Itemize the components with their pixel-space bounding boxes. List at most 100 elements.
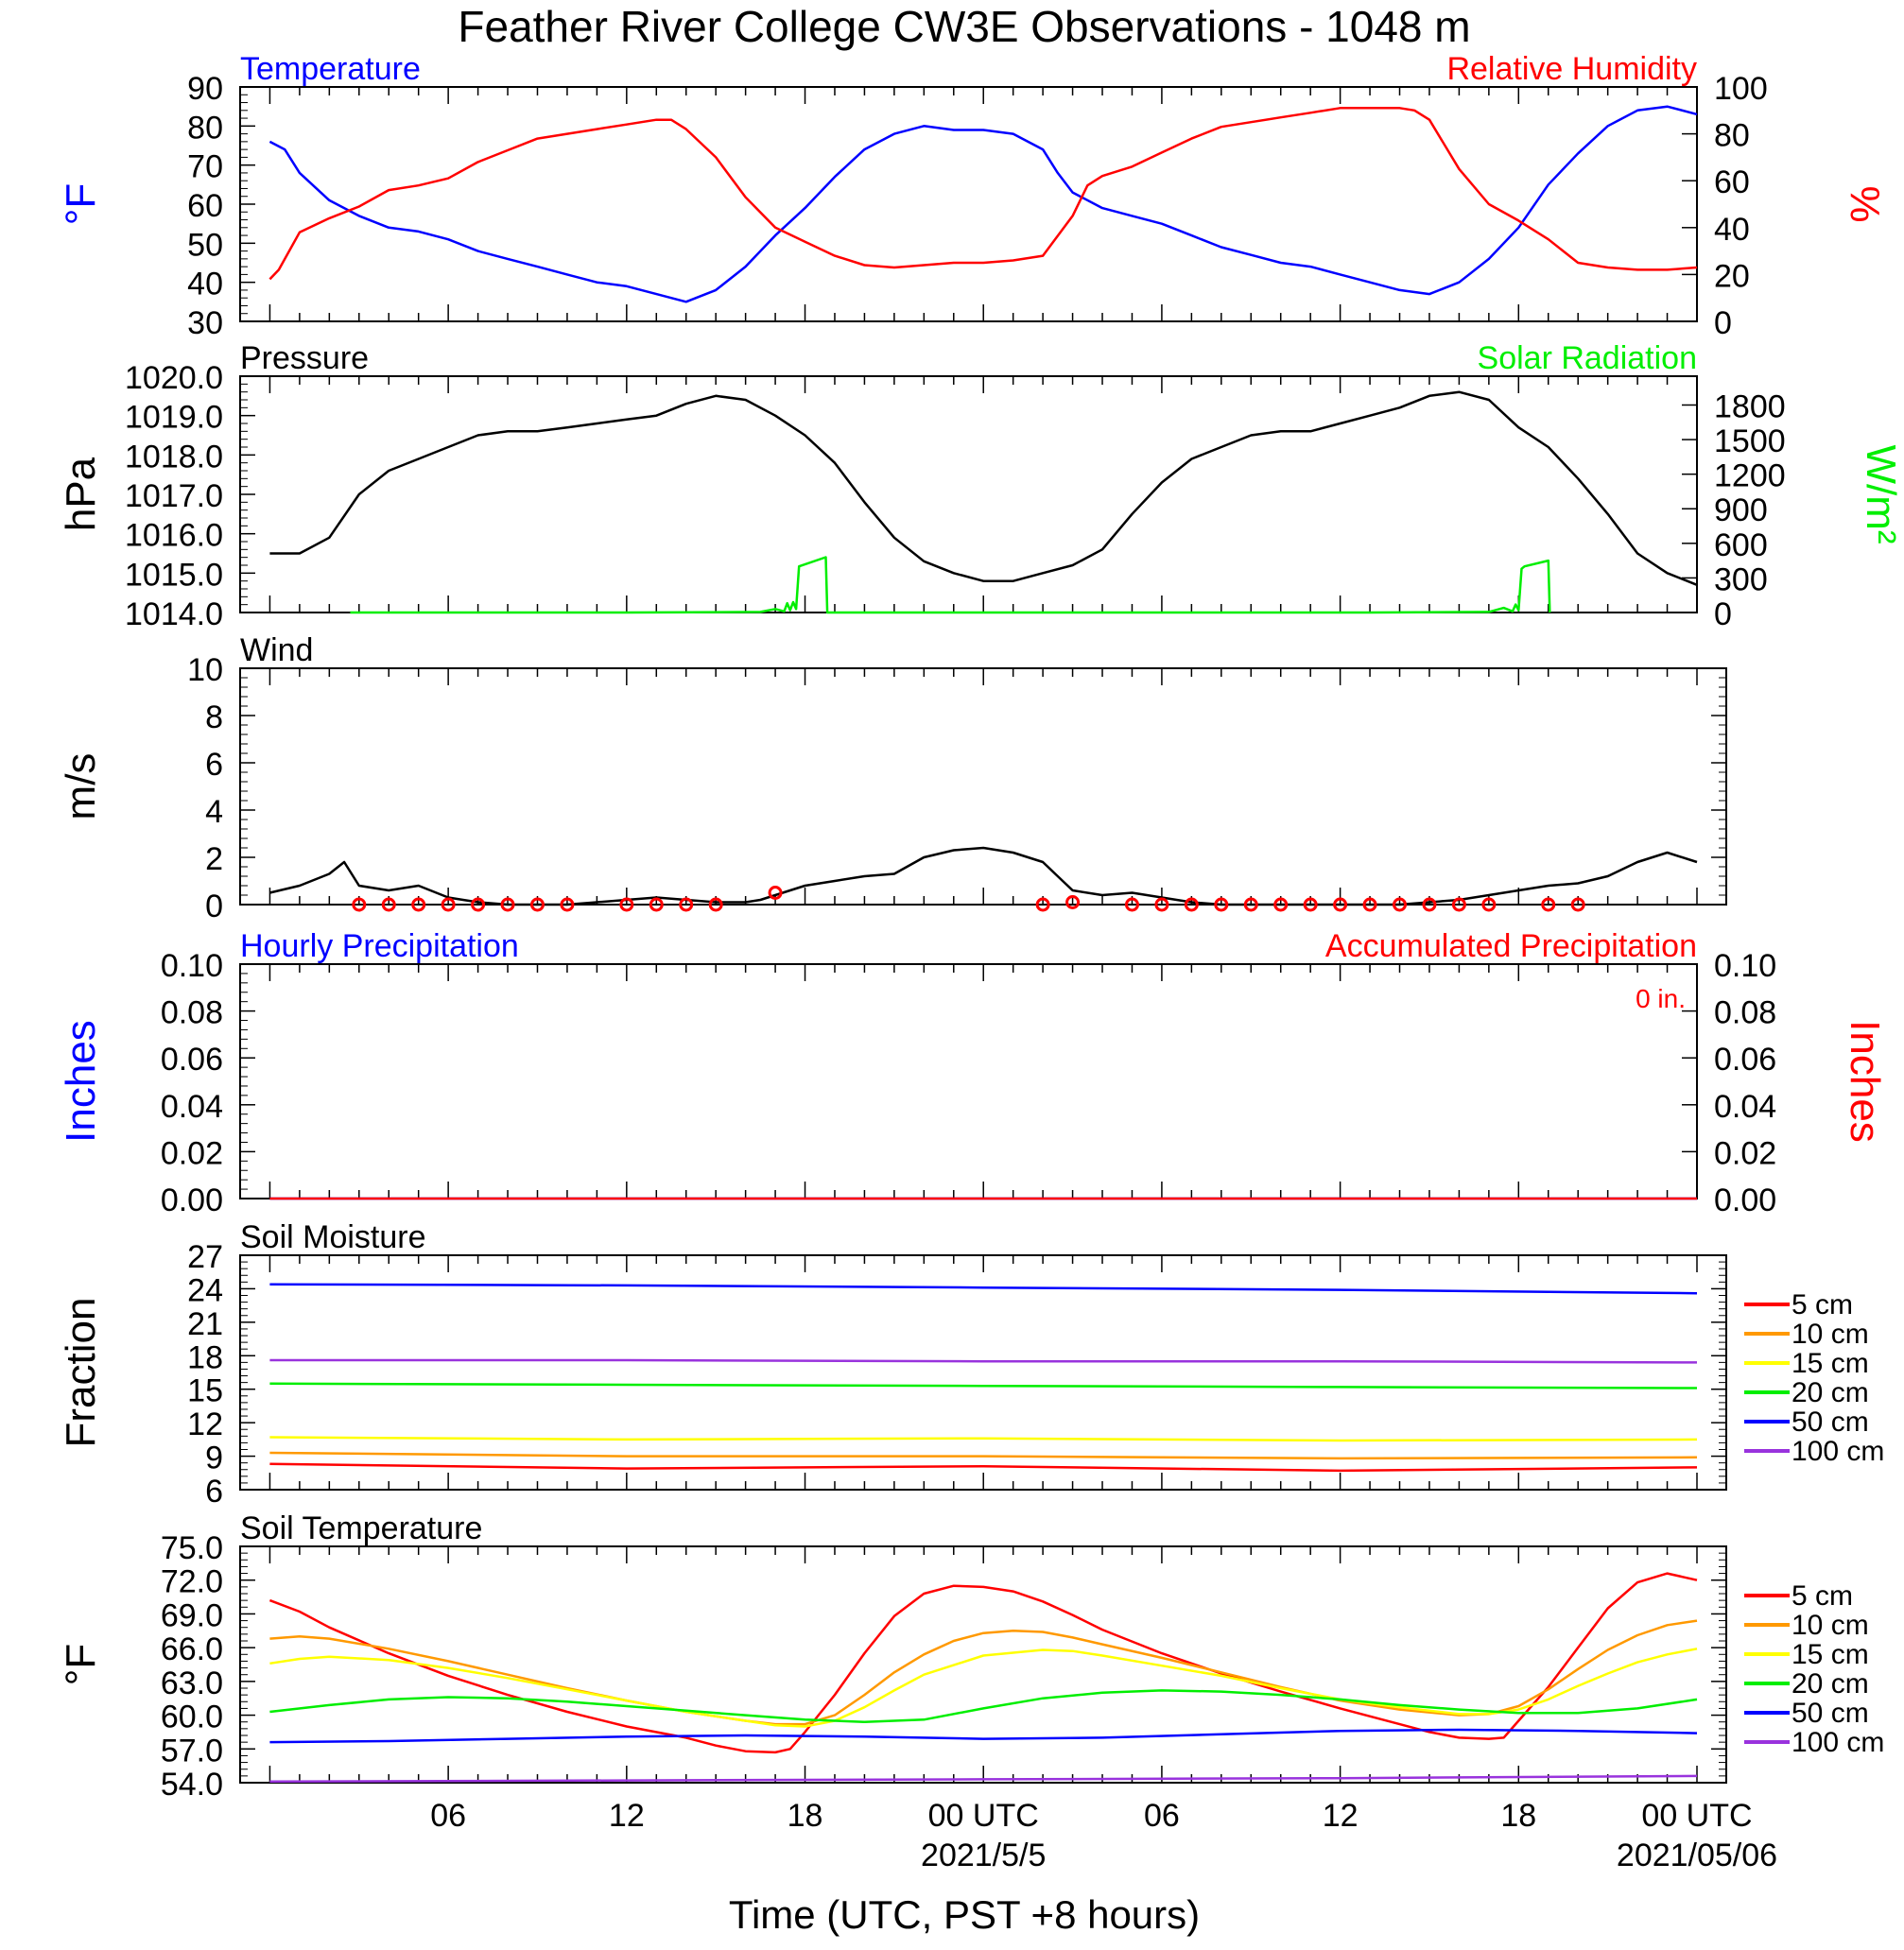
- series-line: [268, 107, 1698, 281]
- y-axis-label: hPa: [58, 457, 104, 531]
- y-right-tick-label: 0.02: [1714, 1135, 1776, 1171]
- y-axis-label: m/s: [58, 753, 104, 820]
- wind-barb-point: [1154, 897, 1169, 912]
- wind-barb-point: [1541, 897, 1556, 912]
- y-right-tick-label: 0.10: [1714, 948, 1776, 984]
- y-axis-label-right: Inches: [1842, 1020, 1888, 1143]
- series-line: [269, 1358, 1698, 1364]
- y-tick-label: 63.0: [161, 1665, 223, 1701]
- wind-barb-point: [649, 897, 664, 912]
- series-line: [269, 1728, 1698, 1744]
- plot-frame: [239, 667, 1727, 906]
- y-tick-label: 50: [187, 227, 223, 263]
- y-axis-label: Inches: [58, 1020, 104, 1143]
- y-tick-label: 18: [187, 1339, 223, 1375]
- series-line: [269, 1462, 1698, 1473]
- y-axis-label: °F: [58, 1644, 104, 1685]
- panel-title-right: Solar Radiation: [1478, 340, 1697, 376]
- y-tick-label: 1014.0: [125, 596, 223, 632]
- y-tick-label: 0.10: [161, 948, 223, 984]
- y-right-tick-label: 1200: [1714, 458, 1786, 494]
- y-tick-label: 24: [187, 1272, 223, 1308]
- legend-label: 15 cm: [1791, 1639, 1869, 1670]
- y-tick-label: 2: [205, 841, 223, 877]
- series-line: [269, 1382, 1698, 1389]
- y-tick-label: 72.0: [161, 1564, 223, 1600]
- x-tick-label: 00 UTC: [1641, 1798, 1752, 1834]
- panel-title-left: Wind: [240, 632, 313, 668]
- legend-label: 5 cm: [1791, 1289, 1853, 1320]
- y-tick-label: 0.08: [161, 995, 223, 1031]
- legend-label: 100 cm: [1791, 1436, 1884, 1467]
- legend-label: 50 cm: [1791, 1698, 1869, 1729]
- y-tick-label: 70: [187, 149, 223, 185]
- legend-label: 15 cm: [1791, 1348, 1869, 1379]
- y-right-tick-label: 0.06: [1714, 1042, 1776, 1078]
- plot-frame: [239, 86, 1698, 322]
- y-axis-label-right: %: [1842, 185, 1888, 222]
- y-tick-label: 80: [187, 110, 223, 146]
- x-tick-label: 12: [609, 1798, 645, 1834]
- series-line: [269, 1648, 1698, 1728]
- wind-barb-point: [1451, 897, 1466, 912]
- y-tick-label: 12: [187, 1406, 223, 1442]
- y-right-tick-label: 20: [1714, 258, 1750, 294]
- y-right-tick-label: 1800: [1714, 388, 1786, 424]
- legend-label: 50 cm: [1791, 1406, 1869, 1438]
- y-tick-label: 90: [187, 71, 223, 107]
- x-tick-label: 12: [1323, 1798, 1359, 1834]
- wind-barb-point: [560, 897, 575, 912]
- y-tick-label: 0.06: [161, 1042, 223, 1078]
- panel-title-left: Pressure: [240, 340, 369, 376]
- figure-title: Feather River College CW3E Observations …: [458, 2, 1470, 51]
- y-tick-label: 40: [187, 267, 223, 302]
- wind-barb-point: [1035, 897, 1050, 912]
- y-tick-label: 69.0: [161, 1597, 223, 1633]
- series-line: [268, 105, 1698, 303]
- panel-title-left: Soil Moisture: [240, 1219, 426, 1255]
- x-tick-label: 00 UTC: [928, 1798, 1039, 1834]
- y-tick-label: 0.02: [161, 1135, 223, 1171]
- y-tick-label: 75.0: [161, 1530, 223, 1566]
- wind-barb-point: [1481, 897, 1497, 912]
- panel-wind: 0 2 4 6 8 10 Wind m/s: [58, 632, 1727, 924]
- y-tick-label: 1017.0: [125, 478, 223, 514]
- x-date-label: 2021/5/5: [921, 1838, 1046, 1873]
- wind-barb-point: [471, 897, 486, 912]
- wind-barb-point: [1273, 897, 1289, 912]
- y-tick-label: 4: [205, 794, 223, 830]
- wind-barb-point: [708, 897, 723, 912]
- y-tick-label: 9: [205, 1441, 223, 1476]
- y-right-tick-label: 0.08: [1714, 995, 1776, 1031]
- y-right-tick-label: 100: [1714, 71, 1768, 107]
- series-line: [269, 1436, 1698, 1442]
- wind-barb-point: [1570, 897, 1585, 912]
- y-tick-label: 1015.0: [125, 557, 223, 593]
- wind-barb-point: [1184, 897, 1199, 912]
- panel-soil-temperature: 54.057.060.063.066.069.072.075.0 Soil Tem…: [58, 1510, 1884, 1803]
- series-line: [269, 1619, 1698, 1726]
- y-tick-label: 0.04: [161, 1089, 223, 1125]
- wind-barb-point: [441, 897, 456, 912]
- y-tick-label: 10: [187, 652, 223, 688]
- y-right-tick-label: 0.04: [1714, 1089, 1776, 1125]
- wind-barb-point: [1333, 897, 1348, 912]
- wind-barb-point: [768, 886, 783, 900]
- legend-label: 100 cm: [1791, 1727, 1884, 1758]
- panel-title-right: Relative Humidity: [1446, 51, 1697, 87]
- y-tick-label: 1020.0: [125, 360, 223, 396]
- y-right-tick-label: 300: [1714, 561, 1768, 597]
- wind-barb-point: [679, 897, 694, 912]
- y-right-tick-label: 0: [1714, 596, 1732, 632]
- legend-label: 10 cm: [1791, 1319, 1869, 1350]
- y-tick-label: 30: [187, 305, 223, 341]
- y-right-tick-label: 60: [1714, 164, 1750, 200]
- y-axis-label-right: W/m²: [1858, 444, 1904, 544]
- y-tick-label: 6: [205, 1474, 223, 1510]
- series-line: [269, 846, 1698, 906]
- x-tick-label: 18: [788, 1798, 823, 1834]
